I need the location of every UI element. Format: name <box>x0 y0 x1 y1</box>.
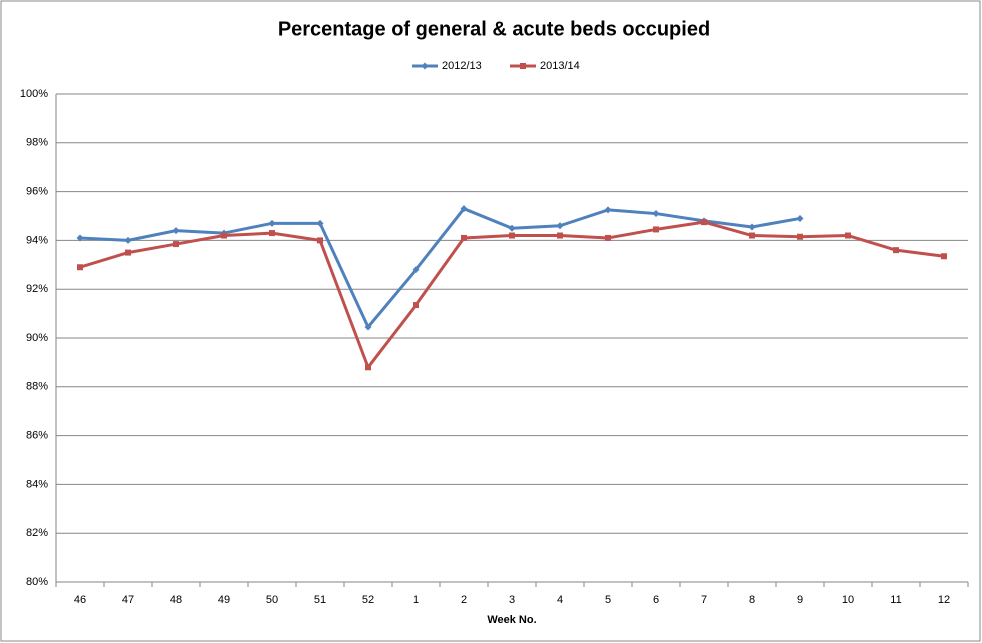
x-tick-label: 5 <box>605 594 611 606</box>
point-marker <box>365 364 371 371</box>
x-tick-label: 51 <box>314 594 326 606</box>
y-tick-label: 82% <box>26 527 48 539</box>
series-line <box>79 207 801 329</box>
y-tick-label: 80% <box>26 576 48 588</box>
point-marker <box>748 223 756 231</box>
x-tick-label: 10 <box>842 594 854 606</box>
legend-marker <box>520 63 526 69</box>
point-marker <box>412 266 420 274</box>
x-axis-title: Week No. <box>487 614 536 626</box>
point-marker <box>653 226 659 233</box>
x-tick-label: 48 <box>170 594 182 606</box>
point-marker <box>173 241 179 248</box>
x-tick-label: 4 <box>557 594 563 606</box>
point-marker <box>125 249 131 256</box>
point-marker <box>509 232 515 239</box>
y-tick-label: 86% <box>26 430 48 442</box>
y-tick-label: 96% <box>26 186 48 198</box>
point-marker <box>413 302 419 309</box>
point-marker <box>941 253 947 260</box>
point-marker <box>508 224 516 232</box>
point-marker <box>316 219 324 227</box>
x-tick-label: 2 <box>461 594 467 606</box>
x-tick-label: 46 <box>74 594 86 606</box>
point-marker <box>797 233 803 240</box>
x-tick-label: 6 <box>653 594 659 606</box>
y-tick-label: 94% <box>26 234 48 246</box>
point-marker <box>556 222 564 230</box>
point-marker <box>461 234 467 241</box>
x-tick-label: 47 <box>122 594 134 606</box>
x-tick-label: 12 <box>938 594 950 606</box>
point-marker <box>76 234 84 242</box>
y-tick-label: 98% <box>26 137 48 149</box>
point-marker <box>364 323 372 331</box>
x-tick-label: 9 <box>797 594 803 606</box>
x-tick-label: 11 <box>890 594 901 606</box>
x-tick-label: 3 <box>509 594 515 606</box>
y-tick-label: 100% <box>20 88 48 100</box>
x-tick-label: 1 <box>413 594 419 606</box>
point-marker <box>172 227 180 235</box>
y-tick-label: 90% <box>26 332 48 344</box>
x-tick-label: 50 <box>266 594 278 606</box>
point-marker <box>269 230 275 237</box>
point-marker <box>749 232 755 239</box>
point-marker <box>124 236 132 244</box>
point-marker <box>652 210 660 218</box>
y-tick-label: 88% <box>26 381 48 393</box>
x-tick-label: 49 <box>218 594 230 606</box>
point-marker <box>796 214 804 222</box>
point-marker <box>605 234 611 241</box>
point-marker <box>460 205 468 213</box>
point-marker <box>221 232 227 239</box>
point-marker <box>268 219 276 227</box>
point-marker <box>893 247 899 254</box>
legend-marker <box>421 62 429 70</box>
x-tick-label: 8 <box>749 594 755 606</box>
legend-label: 2013/14 <box>540 60 580 72</box>
point-marker <box>317 237 323 244</box>
legend-label: 2012/13 <box>442 60 482 72</box>
point-marker <box>604 206 612 214</box>
chart-title: Percentage of general & acute beds occup… <box>278 18 710 40</box>
x-tick-label: 52 <box>362 594 374 606</box>
point-marker <box>557 232 563 239</box>
y-tick-label: 92% <box>26 283 48 295</box>
x-tick-label: 7 <box>701 594 707 606</box>
y-tick-label: 84% <box>26 478 48 490</box>
point-marker <box>701 219 707 226</box>
point-marker <box>77 264 83 271</box>
point-marker <box>845 232 851 239</box>
